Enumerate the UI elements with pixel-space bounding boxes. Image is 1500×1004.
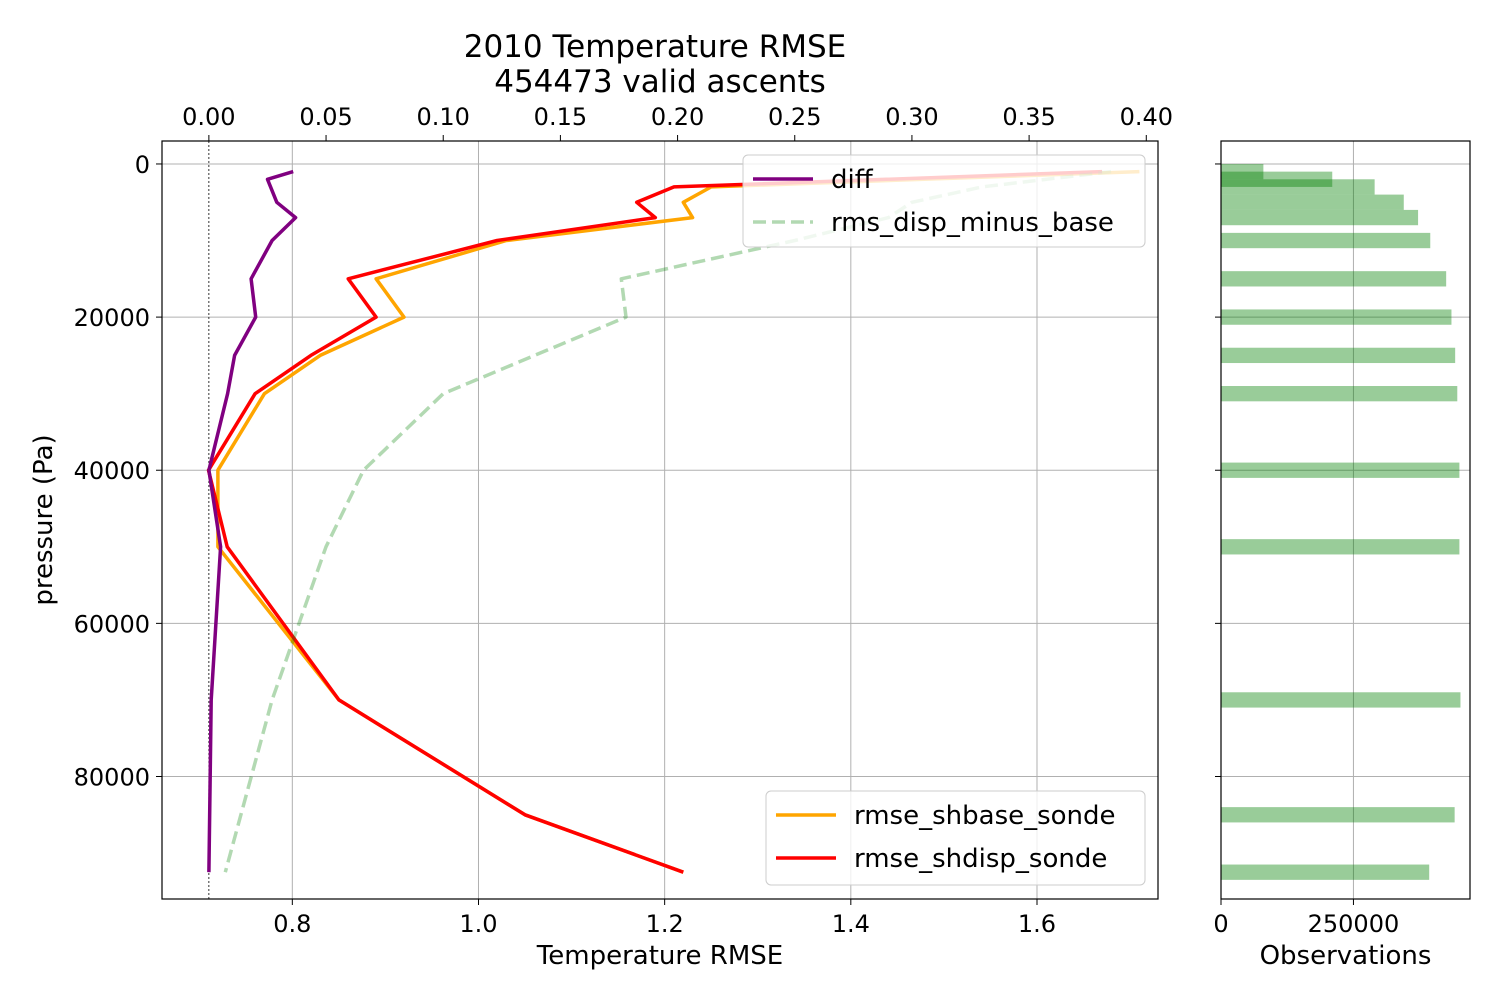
x-tick-label: 1.4 [832,910,870,938]
legend-label-rmse_shdisp_sonde: rmse_shdisp_sonde [854,844,1107,874]
obs-bar [1221,271,1447,287]
obs-bar [1221,807,1455,823]
obs-plot-frame [1220,140,1471,900]
top-x-tick-label: 0.25 [768,103,821,131]
obs-bar [1221,386,1458,402]
series-line-diff [207,169,298,873]
top-x-tick-label: 0.20 [651,103,704,131]
main-plot: 0.8 1.0 1.2 1.4 1.6 0.00 0.05 0.10 0.15 0.20 0.25 0… [29,103,1173,971]
legend-box [765,790,1146,886]
obs-bar [1221,179,1375,195]
legend-label-rms_disp_minus_base: rms_disp_minus_base [831,208,1114,238]
chart-title-line1: 2010 Temperature RMSE [464,29,847,65]
obs-bar [1221,171,1333,187]
x-tick-label: 1.0 [459,910,497,938]
series-line-rms_disp_minus_base [223,169,1112,873]
obs-bar [1221,347,1456,364]
top-x-tick-label: 0.30 [885,103,938,131]
main-plot-frame [161,140,1159,900]
obs-x-tick-label: 0 [1213,910,1228,938]
x-axis-label: Temperature RMSE [536,941,783,971]
y-tick-label: 80000 [74,763,150,791]
x-tick-label: 1.6 [1018,910,1056,938]
obs-bar [1221,462,1460,478]
obs-bar [1221,209,1419,226]
obs-bar [1221,309,1452,325]
legend-label-rmse_shbase_sonde: rmse_shbase_sonde [854,801,1116,831]
chart-title-line2: 454473 valid ascents [494,64,826,100]
y-tick-label: 40000 [74,457,150,485]
top-x-tick-label: 0.15 [534,103,587,131]
x-tick-label: 0.8 [273,910,311,938]
y-axis-label: pressure (Pa) [29,434,59,605]
obs-bar [1221,864,1430,880]
obs-bar [1221,692,1461,708]
legend-box [742,154,1146,248]
observations-plot: 0 250000 Observations [1213,140,1471,971]
top-x-tick-label: 0.35 [1002,103,1055,131]
obs-x-tick-label: 250000 [1308,910,1400,938]
legend-label-diff: diff [831,165,874,195]
top-x-tick-label: 0.40 [1120,103,1173,131]
top-x-tick-label: 0.10 [417,103,470,131]
y-tick-label: 0 [135,151,150,179]
x-tick-label: 1.2 [646,910,684,938]
top-x-tick-label: 0.05 [299,103,352,131]
y-tick-label: 20000 [74,304,150,332]
obs-bar [1221,194,1404,210]
obs-bar [1221,232,1431,249]
y-tick-label: 60000 [74,610,150,638]
series-line-rmse_shdisp_sonde [206,169,1103,874]
obs-bar [1221,539,1460,555]
top-x-tick-label: 0.00 [182,103,235,131]
obs-x-axis-label: Observations [1260,941,1432,971]
obs-bar [1221,163,1264,180]
